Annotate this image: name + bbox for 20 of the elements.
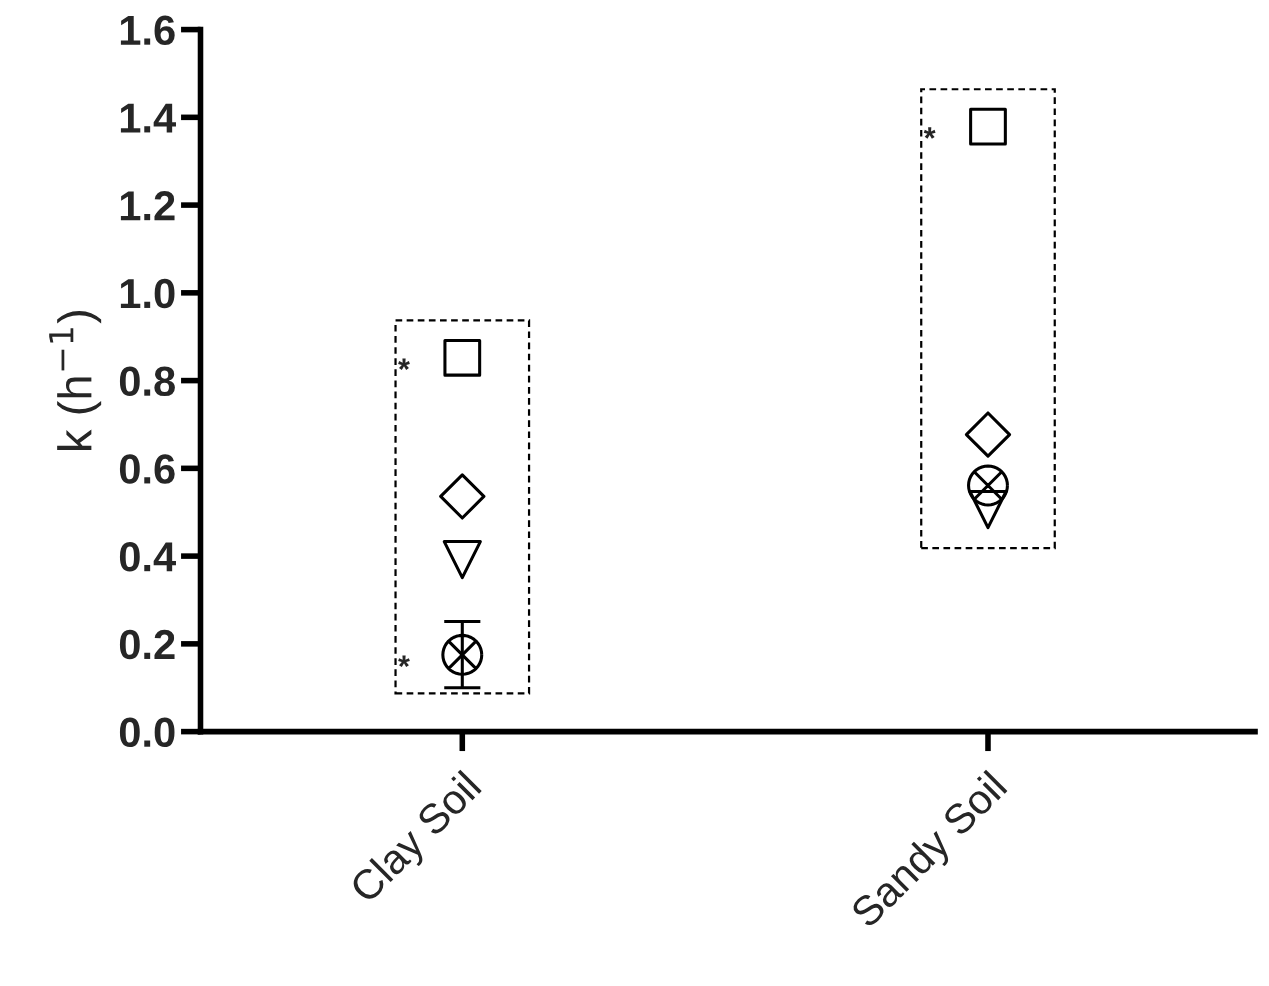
y-tick-label: 0.8	[119, 366, 175, 397]
y-tick-label: 0.2	[119, 629, 175, 660]
y-tick-label: 1.4	[120, 103, 176, 133]
y-tick-label: 0.4	[119, 542, 176, 572]
point	[969, 107, 1007, 146]
annotation: *	[398, 655, 410, 667]
y-tick-label: 0.6	[119, 454, 175, 484]
x-tick-label: Clay Soil	[347, 769, 488, 910]
point	[968, 490, 1008, 530]
y-tick-label: 1.6	[120, 15, 175, 46]
point	[964, 411, 1012, 458]
point	[443, 338, 482, 377]
text: 1.0	[120, 278, 175, 309]
point	[442, 540, 482, 580]
annotation: *	[398, 358, 410, 370]
point	[439, 473, 486, 520]
y-axis-title: k (h$^{−1}$)	[49, 311, 102, 450]
y-tick-label: 1.2	[120, 191, 175, 221]
text: 0.0	[119, 717, 175, 748]
annotation: *	[923, 127, 936, 139]
